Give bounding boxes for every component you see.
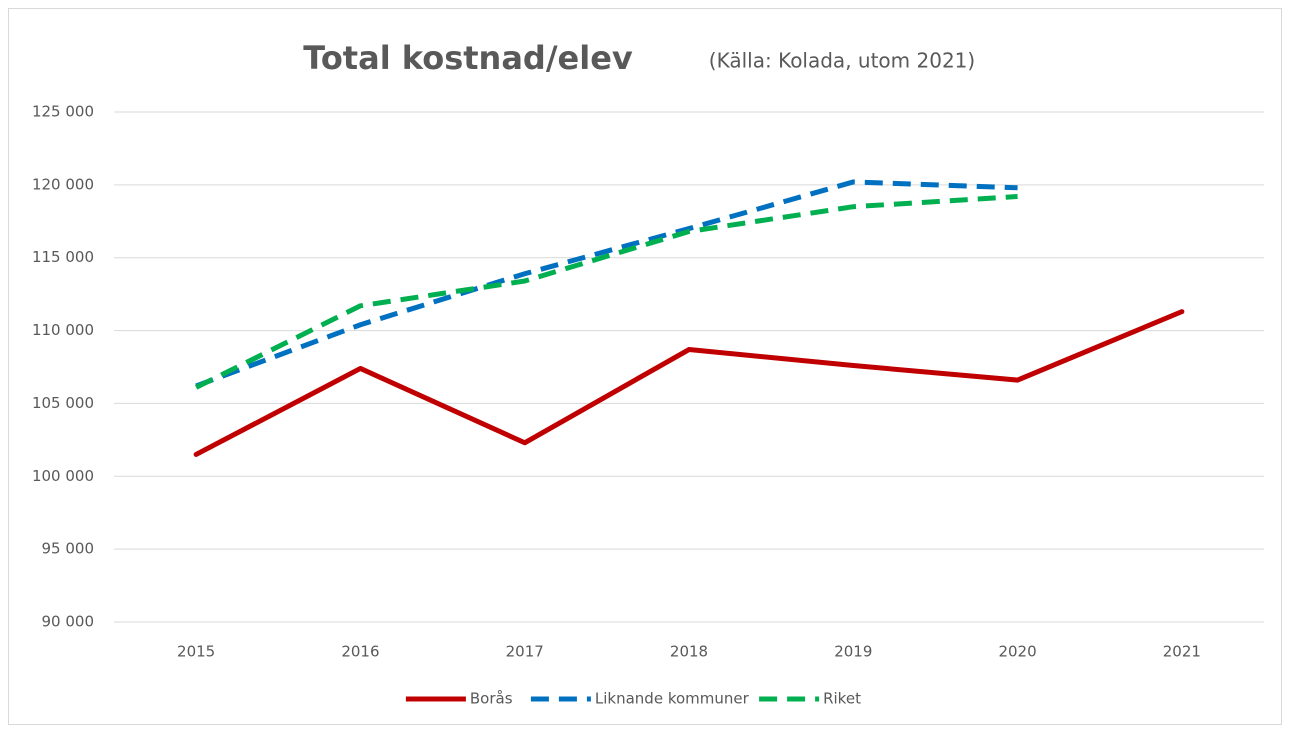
series-line	[195, 179, 1018, 389]
chart-title: Total kostnad/elev	[303, 39, 633, 77]
y-tick-label: 110 000	[32, 321, 94, 339]
y-tick-label: 125 000	[32, 103, 94, 121]
y-tick-label: 90 000	[42, 613, 95, 631]
x-tick-label: 2016	[341, 643, 379, 661]
series-line	[193, 309, 1185, 457]
y-tick-label: 95 000	[42, 540, 95, 558]
x-tick-label: 2015	[177, 643, 215, 661]
y-tick-label: 105 000	[32, 394, 94, 412]
y-tick-label: 120 000	[32, 175, 94, 193]
legend-label: Riket	[823, 690, 861, 708]
x-tick-label: 2021	[1163, 643, 1201, 661]
x-tick-label: 2017	[506, 643, 544, 661]
legend-label: Liknande kommuner	[595, 690, 750, 708]
x-tick-label: 2018	[670, 643, 708, 661]
y-tick-label: 115 000	[32, 248, 94, 266]
legend-label: Borås	[470, 690, 513, 708]
y-tick-label: 100 000	[32, 467, 94, 485]
chart-subtitle: (Källa: Kolada, utom 2021)	[709, 49, 975, 73]
series-line	[195, 194, 1018, 390]
x-tick-label: 2019	[834, 643, 872, 661]
chart-border	[8, 8, 1282, 725]
x-tick-label: 2020	[998, 643, 1036, 661]
